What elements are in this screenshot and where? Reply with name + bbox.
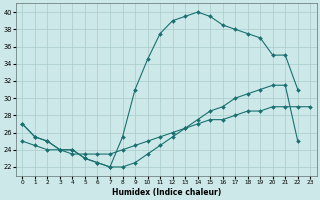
X-axis label: Humidex (Indice chaleur): Humidex (Indice chaleur) bbox=[112, 188, 221, 197]
